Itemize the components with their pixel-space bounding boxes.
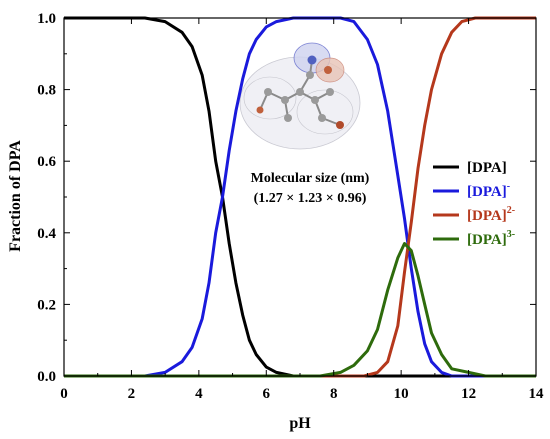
axis-layer: 0 2 4 6 8 10 12 14 0.0 0.2 0.4 0.6 0.8 1.0: [37, 11, 544, 402]
y-tick-label: 0.8: [37, 83, 56, 99]
series-line-2: [64, 16, 536, 378]
legend-label-1: [DPA]-: [467, 181, 510, 200]
x-tick-label: 2: [128, 386, 136, 402]
y-tick-label: 0.6: [37, 154, 56, 170]
legend-label-2: [DPA]2-: [467, 205, 515, 224]
y-tick-label: 1.0: [37, 11, 56, 27]
legend: [DPA] [DPA]- [DPA]2- [DPA]3-: [433, 160, 515, 248]
x-axis-title: pH: [289, 415, 311, 432]
series-line-3: [64, 242, 536, 378]
series-line-1: [64, 16, 536, 378]
x-tick-label: 6: [263, 386, 271, 402]
y-tick-label: 0.2: [37, 297, 56, 313]
annotation-line-2: (1.27 × 1.23 × 0.96): [254, 191, 367, 206]
series-layer: [64, 16, 536, 378]
legend-label-0: [DPA]: [467, 160, 507, 176]
y-tick-label: 0.4: [37, 226, 56, 242]
y-tick-label: 0.0: [37, 369, 56, 385]
x-tick-label: 8: [330, 386, 338, 402]
y-axis-title: Fraction of DPA: [7, 140, 24, 252]
x-tick-label: 0: [60, 386, 68, 402]
annotation-line-1: Molecular size (nm): [251, 171, 370, 186]
x-tick-label: 12: [461, 386, 476, 402]
molecule-illustration: [239, 42, 361, 150]
x-tick-label: 4: [195, 386, 203, 402]
x-tick-label: 14: [529, 386, 545, 402]
x-tick-label: 10: [394, 386, 409, 402]
legend-label-3: [DPA]3-: [467, 229, 515, 248]
series-line-0: [64, 16, 536, 378]
